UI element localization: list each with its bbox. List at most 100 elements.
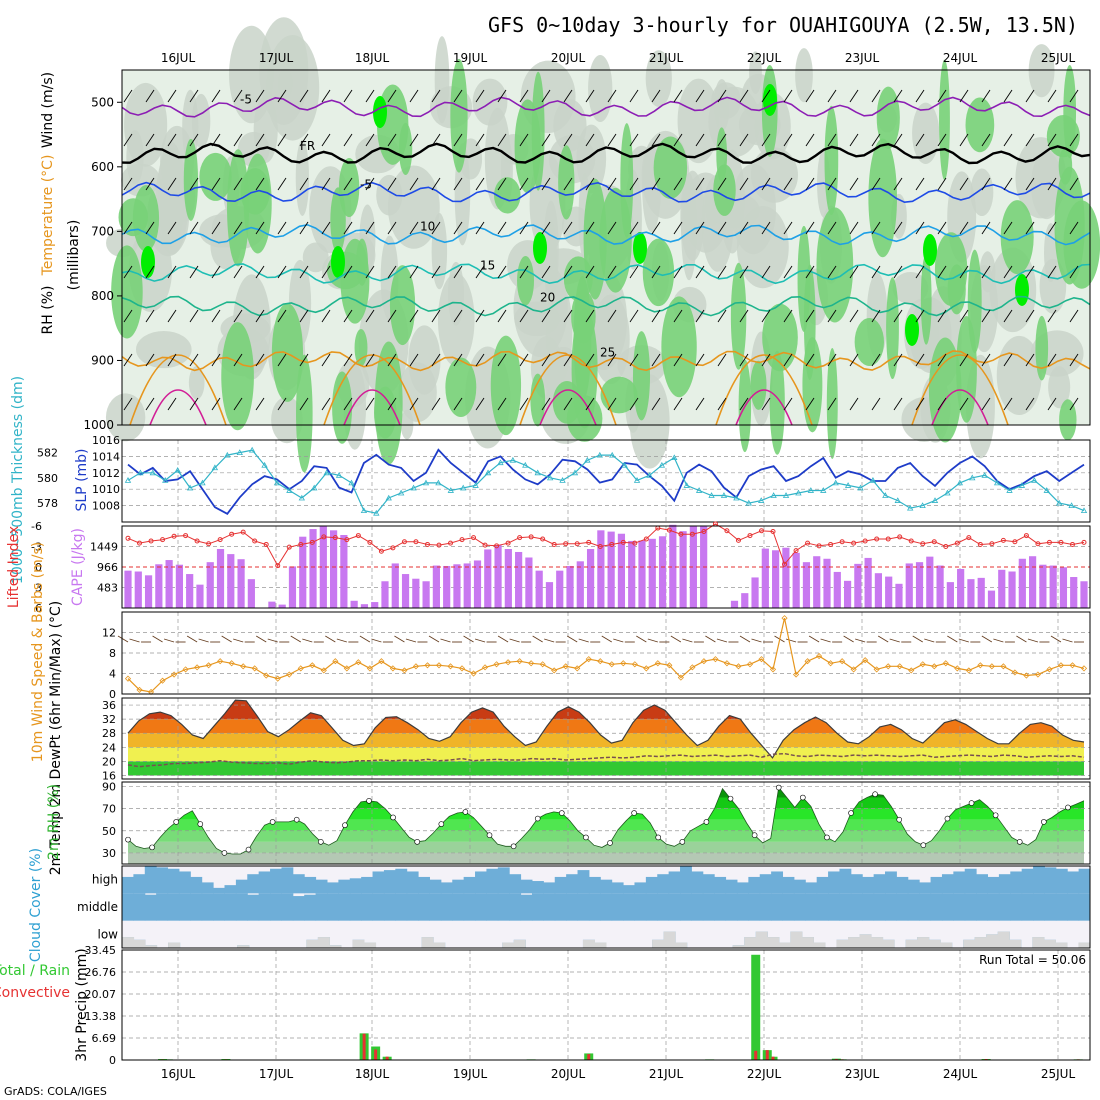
wind-barb	[717, 309, 727, 323]
cloud-cell-high	[588, 876, 601, 894]
lifted-index-marker	[1012, 539, 1018, 545]
wind-marker	[343, 665, 350, 672]
cloud-cell-high	[850, 874, 863, 894]
thickness-marker	[758, 497, 765, 503]
wind-barb	[189, 397, 199, 411]
cape-bar	[134, 571, 142, 608]
wind-barb	[959, 89, 969, 103]
cloud-cell-middle	[759, 893, 772, 921]
wind-barb	[827, 133, 837, 147]
cloud-cell-high	[440, 882, 453, 894]
slp-tick-label: 1014	[92, 450, 120, 463]
cape-bar	[1018, 558, 1026, 608]
wind-marker	[850, 666, 857, 673]
rh-marker	[631, 810, 637, 816]
isotherm-dome-hot	[343, 389, 401, 426]
cloud-cell-high	[577, 870, 590, 894]
y-tick-label: 1000	[83, 418, 114, 432]
thickness-marker	[981, 471, 988, 478]
wind-barb	[739, 353, 749, 367]
wind-barb	[343, 353, 353, 367]
cloud-cell-low-grey	[917, 937, 930, 948]
wind-barb	[321, 353, 331, 367]
wind-barb	[673, 397, 683, 411]
lifted-index-marker	[160, 537, 166, 543]
temp-tick-label: 28	[102, 727, 116, 740]
wind-barb	[541, 265, 551, 279]
legend-convective: Convective	[0, 985, 70, 1001]
lifted-index-marker	[689, 531, 695, 537]
wind-barb	[519, 221, 529, 235]
wind-marker	[274, 675, 281, 682]
cloud-level-label: low	[98, 927, 119, 941]
rain-bar	[751, 954, 761, 1060]
cloud-cell-high	[907, 879, 920, 894]
isotherm-line	[121, 181, 1091, 204]
wind-barb	[915, 221, 925, 235]
wind-barb	[123, 265, 133, 279]
slp-tick-label: 1010	[92, 483, 120, 496]
cloud-cell-low-grey	[582, 939, 595, 948]
wind-barb	[365, 397, 375, 411]
grads-credit: GrADS: COLA/IGES	[4, 1085, 107, 1098]
cloud-cell-low-grey	[905, 939, 918, 948]
wind-barb	[820, 638, 831, 643]
cape-bar	[288, 566, 297, 608]
cloud-cell-low-grey	[237, 945, 250, 948]
cloud-cell-low-grey	[122, 937, 135, 948]
wind-barb	[651, 177, 661, 191]
lifted-index-marker	[194, 538, 200, 544]
cloud-cell-middle	[964, 893, 977, 921]
cape-bar	[586, 549, 595, 608]
isotherm-dome	[323, 354, 421, 426]
wind-barb	[277, 309, 287, 323]
thickness-axis-label: 1000~500mb Thickness (dm)	[10, 376, 26, 584]
cape-bar	[535, 570, 543, 608]
wind-barb	[924, 638, 935, 643]
wind-barb	[1047, 89, 1057, 103]
wind-barb	[849, 265, 859, 279]
wind-barb	[233, 309, 243, 323]
cloud-cell-middle	[714, 893, 727, 921]
wind-barb	[805, 309, 815, 323]
lifted-index-marker	[897, 534, 903, 540]
top-date-label: 17JUL	[259, 51, 294, 65]
cloud-cell-middle	[736, 893, 749, 921]
wind-barb	[211, 265, 221, 279]
wind-barb	[255, 265, 265, 279]
wind-marker	[332, 658, 339, 665]
wind-barb	[871, 133, 881, 147]
cloud-cell-middle	[167, 893, 180, 921]
wind-barb	[585, 133, 595, 147]
wind-barb	[937, 89, 947, 103]
cloud-cell-middle	[998, 893, 1011, 921]
thickness-marker	[683, 482, 690, 488]
lifted-tick-label: -6	[31, 520, 42, 533]
wind-barb	[211, 177, 221, 191]
thickness-marker	[708, 492, 715, 498]
rh-contour-green	[389, 265, 416, 346]
lifted-index-marker	[183, 533, 189, 539]
cape-bar	[597, 530, 605, 608]
cape-bar	[1059, 567, 1068, 608]
wind-barb	[189, 177, 199, 191]
cloud-cell-low-grey	[732, 945, 745, 948]
isotherm-line	[121, 263, 1091, 285]
temp-axis-label: 2m Temp 2m DewPt (6hr Min/Max) (°C)	[48, 601, 64, 876]
lifted-index-marker	[643, 536, 649, 542]
cloud-cell-high	[281, 867, 294, 894]
wind-marker	[735, 663, 742, 670]
lifted-index-marker	[1069, 541, 1075, 547]
cloud-cell-low-grey	[813, 942, 826, 948]
wind-barb	[981, 221, 991, 235]
thickness-marker	[484, 469, 492, 476]
wind-marker	[942, 660, 949, 667]
rh-marker	[992, 812, 999, 819]
wind-barb	[189, 221, 199, 235]
wind-barb	[705, 635, 716, 643]
run-total-annotation: Run Total = 50.06	[979, 953, 1086, 967]
thickness-marker	[472, 482, 479, 488]
wind-barb	[189, 89, 199, 103]
upper-air-frame	[121, 69, 1091, 426]
rh-contour-green	[934, 232, 968, 306]
